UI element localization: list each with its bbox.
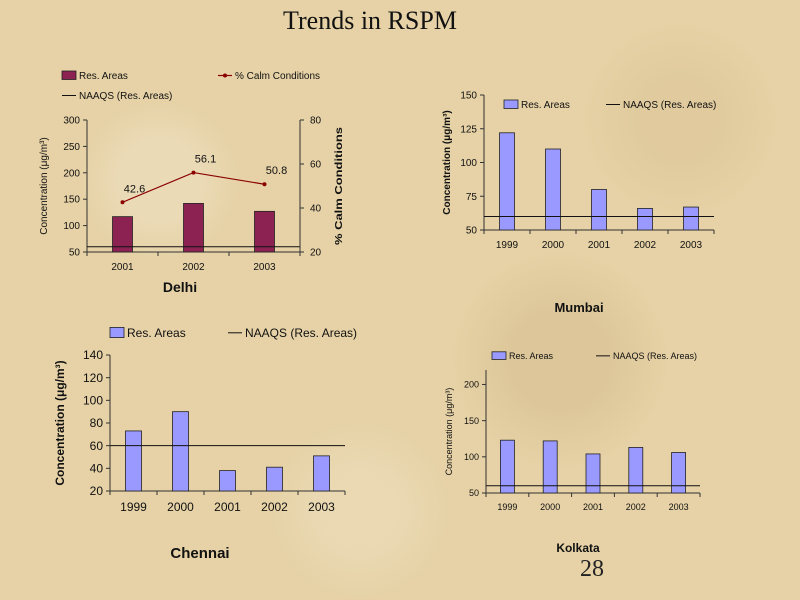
y-tick-label: 300 xyxy=(63,116,80,127)
bar xyxy=(628,447,644,494)
calm-data-label: 42.6 xyxy=(124,183,145,195)
bar xyxy=(671,452,687,494)
y-tick-label: 60 xyxy=(90,439,104,453)
legend-swatch-bar xyxy=(61,70,77,80)
legend-label: NAAQS (Res. Areas) xyxy=(79,91,172,102)
chart-kolkata: 50 100 150 200 1999 2000 2001 2002 2003 Concentra… xyxy=(444,351,701,555)
x-tick-label: 2000 xyxy=(540,502,560,512)
calm-data-label: 56.1 xyxy=(195,154,216,166)
calm-data-label: 50.8 xyxy=(266,165,287,177)
y-tick-label: 100 xyxy=(83,394,103,408)
bar xyxy=(545,148,561,231)
bar xyxy=(266,466,283,492)
y-axis-label: Concentration (μg/m³) xyxy=(53,360,67,485)
x-tick-label: 2002 xyxy=(182,262,205,273)
legend-label: NAAQS (Res. Areas) xyxy=(623,100,716,111)
y-tick-label: 40 xyxy=(90,462,104,476)
y-axis-label: Concentration (μg/m³) xyxy=(39,137,50,234)
legend-label: Res. Areas xyxy=(521,100,570,111)
y-tick-label-right: 60 xyxy=(310,160,322,171)
bar xyxy=(183,203,204,253)
bar xyxy=(637,207,653,231)
city-label: Mumbai xyxy=(554,300,603,315)
x-tick-label: 2001 xyxy=(214,500,241,514)
x-tick-label: 1999 xyxy=(496,240,519,251)
chart-mumbai: 50 75 100 125 150 1999 2000 2001 2002 2003 Concent… xyxy=(442,91,716,316)
bar xyxy=(172,411,189,492)
x-tick-label: 2002 xyxy=(634,240,657,251)
bar xyxy=(542,440,558,494)
y-tick-label: 200 xyxy=(464,380,479,390)
city-label: Chennai xyxy=(170,545,229,562)
y-tick-label: 150 xyxy=(63,195,80,206)
y-tick-label: 75 xyxy=(466,192,478,203)
y-tick-label: 80 xyxy=(90,416,104,430)
bar xyxy=(683,206,699,231)
x-tick-label: 2002 xyxy=(261,500,288,514)
x-tick-label: 2003 xyxy=(669,502,689,512)
y-tick-label: 140 xyxy=(83,348,103,362)
legend-label: % Calm Conditions xyxy=(235,71,320,82)
bar xyxy=(112,216,133,253)
page-number: 28 xyxy=(580,556,604,582)
bar xyxy=(585,453,601,494)
x-tick-label: 2001 xyxy=(111,262,134,273)
legend-swatch-bar xyxy=(503,99,519,109)
legend-swatch-bar xyxy=(491,351,507,360)
x-tick-label: 2001 xyxy=(588,240,611,251)
y-tick-label: 250 xyxy=(63,142,80,153)
x-tick-label: 2003 xyxy=(680,240,703,251)
y-tick-label: 100 xyxy=(63,221,80,232)
legend-label: NAAQS (Res. Areas) xyxy=(613,351,697,361)
legend-label: NAAQS (Res. Areas) xyxy=(245,326,357,340)
bar xyxy=(591,189,607,231)
y-tick-label: 120 xyxy=(83,371,103,385)
y-tick-label: 50 xyxy=(469,488,479,498)
chart-delhi: 50 100 150 200 250 300 2001 2002 2003 20 40 60 80 42.… xyxy=(39,70,345,295)
y-tick-label: 20 xyxy=(90,484,104,498)
bar xyxy=(254,210,275,253)
x-tick-label: 2003 xyxy=(308,500,335,514)
calm-point xyxy=(262,182,267,187)
x-tick-label: 2003 xyxy=(253,262,276,273)
y-tick-label: 100 xyxy=(460,158,477,169)
y-tick-label: 100 xyxy=(464,452,479,462)
y-tick-label-right: 40 xyxy=(310,204,322,215)
calm-point xyxy=(191,170,196,175)
y-tick-label-right: 20 xyxy=(310,248,322,259)
bar xyxy=(313,455,330,492)
city-label: Kolkata xyxy=(556,541,600,555)
y-axis-label-right: % Calm Conditions xyxy=(334,126,345,245)
city-label: Delhi xyxy=(163,279,197,295)
x-tick-label: 2000 xyxy=(167,500,194,514)
y-tick-label: 50 xyxy=(466,226,478,237)
bar xyxy=(125,430,142,492)
y-tick-label-right: 80 xyxy=(310,116,322,127)
x-tick-label: 1999 xyxy=(120,500,147,514)
chart-chennai: 20 40 60 80 100 120 140 1999 2000 2001 2002 2003 Con… xyxy=(53,326,357,562)
slide-title: Trends in RSPM xyxy=(283,6,457,35)
y-axis-label: Concentration (μg/m³) xyxy=(442,110,453,214)
x-tick-label: 2001 xyxy=(583,502,603,512)
legend-swatch-bar xyxy=(109,326,125,338)
y-tick-label: 150 xyxy=(460,91,477,102)
calm-point xyxy=(120,200,125,205)
legend-label: Res. Areas xyxy=(509,351,554,361)
y-tick-label: 125 xyxy=(460,124,477,135)
x-tick-label: 2000 xyxy=(542,240,565,251)
bar xyxy=(219,470,236,492)
legend-label: Res. Areas xyxy=(127,326,186,340)
legend-label: Res. Areas xyxy=(79,71,128,82)
x-tick-label: 2002 xyxy=(626,502,646,512)
y-tick-label: 150 xyxy=(464,416,479,426)
y-tick-label: 200 xyxy=(63,168,80,179)
bar xyxy=(499,132,515,231)
bar xyxy=(500,439,515,494)
y-tick-label: 50 xyxy=(69,248,81,259)
legend-swatch-marker xyxy=(223,73,227,78)
y-axis-label: Concentration (μg/m³) xyxy=(444,388,454,476)
x-tick-label: 1999 xyxy=(497,502,517,512)
